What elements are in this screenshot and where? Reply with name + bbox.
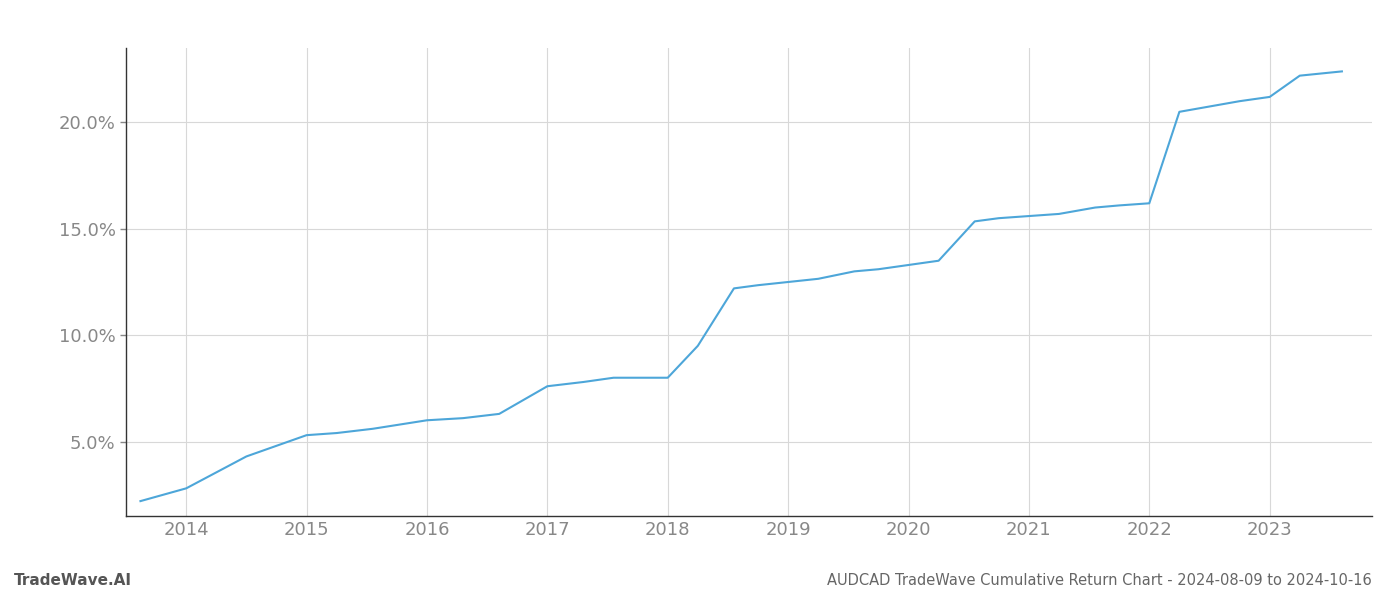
Text: AUDCAD TradeWave Cumulative Return Chart - 2024-08-09 to 2024-10-16: AUDCAD TradeWave Cumulative Return Chart…	[827, 573, 1372, 588]
Text: TradeWave.AI: TradeWave.AI	[14, 573, 132, 588]
